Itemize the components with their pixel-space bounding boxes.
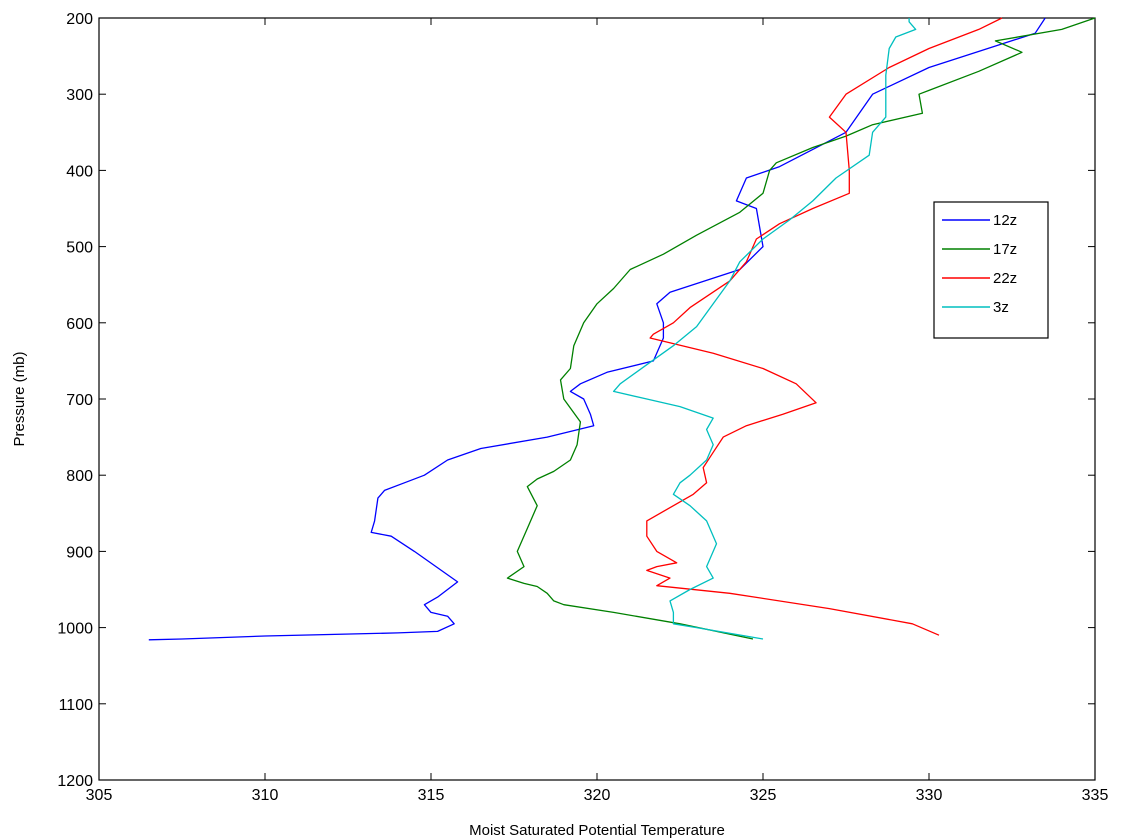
y-tick-label: 600	[66, 316, 93, 333]
y-tick-label: 500	[66, 240, 93, 257]
y-tick-label: 1200	[57, 773, 93, 790]
x-axis-label: Moist Saturated Potential Temperature	[469, 822, 725, 839]
y-axis-label: Pressure (mb)	[11, 351, 28, 446]
series-layer	[148, 17, 1096, 641]
x-tick-label: 325	[750, 787, 777, 804]
x-tick-label: 305	[86, 787, 113, 804]
y-tick-label: 800	[66, 468, 93, 485]
series-line-12z	[148, 17, 1046, 641]
x-tick-label: 310	[252, 787, 279, 804]
y-tick-label: 400	[66, 163, 93, 180]
legend-label: 12z	[993, 212, 1017, 229]
legend-box	[933, 201, 1049, 339]
axis-ticks: 305 310 315 320 325 330 335 200 300 400 500 600 700 8…	[57, 11, 1108, 804]
x-tick-label: 315	[418, 787, 445, 804]
legend-label: 3z	[993, 299, 1009, 316]
plot-area	[98, 17, 1096, 781]
x-tick-label: 335	[1082, 787, 1109, 804]
series-line-3z	[612, 18, 917, 640]
series-line-17z	[506, 17, 1096, 640]
y-tick-label: 700	[66, 392, 93, 409]
y-tick-label: 1000	[57, 621, 93, 638]
x-tick-label: 320	[584, 787, 611, 804]
legend: 12z 17z 22z 3z	[933, 201, 1049, 339]
y-tick-label: 300	[66, 87, 93, 104]
y-tick-label: 200	[66, 11, 93, 28]
x-tick-label: 330	[916, 787, 943, 804]
y-tick-label: 1100	[59, 697, 94, 714]
legend-label: 22z	[993, 270, 1017, 287]
legend-label: 17z	[993, 241, 1017, 258]
series-line-22z	[646, 17, 1003, 636]
y-tick-label: 900	[66, 544, 93, 561]
